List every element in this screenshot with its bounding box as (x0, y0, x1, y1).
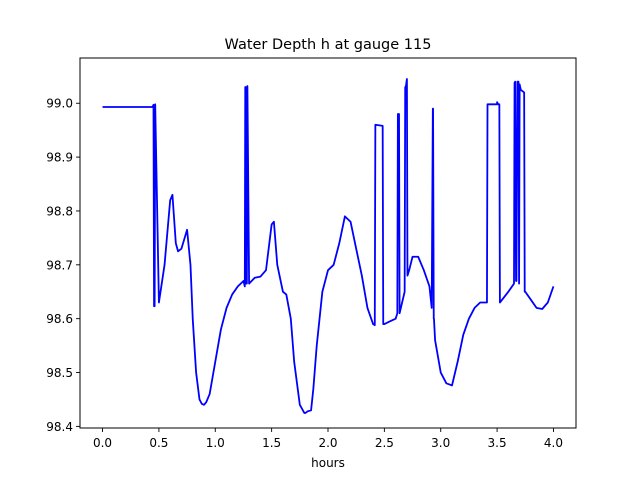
x-tick-label: 4.0 (544, 436, 563, 450)
plot-area (102, 78, 555, 414)
y-tick-label: 98.6 (46, 312, 73, 326)
y-tick-label: 98.5 (46, 366, 73, 380)
x-tick-label: 3.0 (431, 436, 450, 450)
x-axis: 0.0 0.5 1.0 1.5 2.0 2.5 3.0 3.5 4.0 (93, 428, 563, 450)
x-tick-label: 3.5 (488, 436, 507, 450)
x-axis-label: hours (311, 456, 345, 470)
y-tick-label: 99.0 (46, 97, 73, 111)
y-axis: 98.4 98.5 98.6 98.7 98.8 98.9 99.0 (46, 97, 80, 434)
x-tick-label: 2.5 (375, 436, 394, 450)
x-tick-label: 2.0 (318, 436, 337, 450)
x-tick-label: 1.0 (206, 436, 225, 450)
x-tick-label: 0.5 (149, 436, 168, 450)
y-tick-label: 98.8 (46, 204, 73, 218)
chart-title: Water Depth h at gauge 115 (225, 37, 432, 53)
y-tick-label: 98.4 (46, 420, 73, 434)
y-tick-label: 98.9 (46, 151, 73, 165)
x-tick-label: 0.0 (93, 436, 112, 450)
y-tick-label: 98.7 (46, 258, 73, 272)
water-depth-series-line (102, 78, 555, 414)
x-tick-label: 1.5 (262, 436, 281, 450)
